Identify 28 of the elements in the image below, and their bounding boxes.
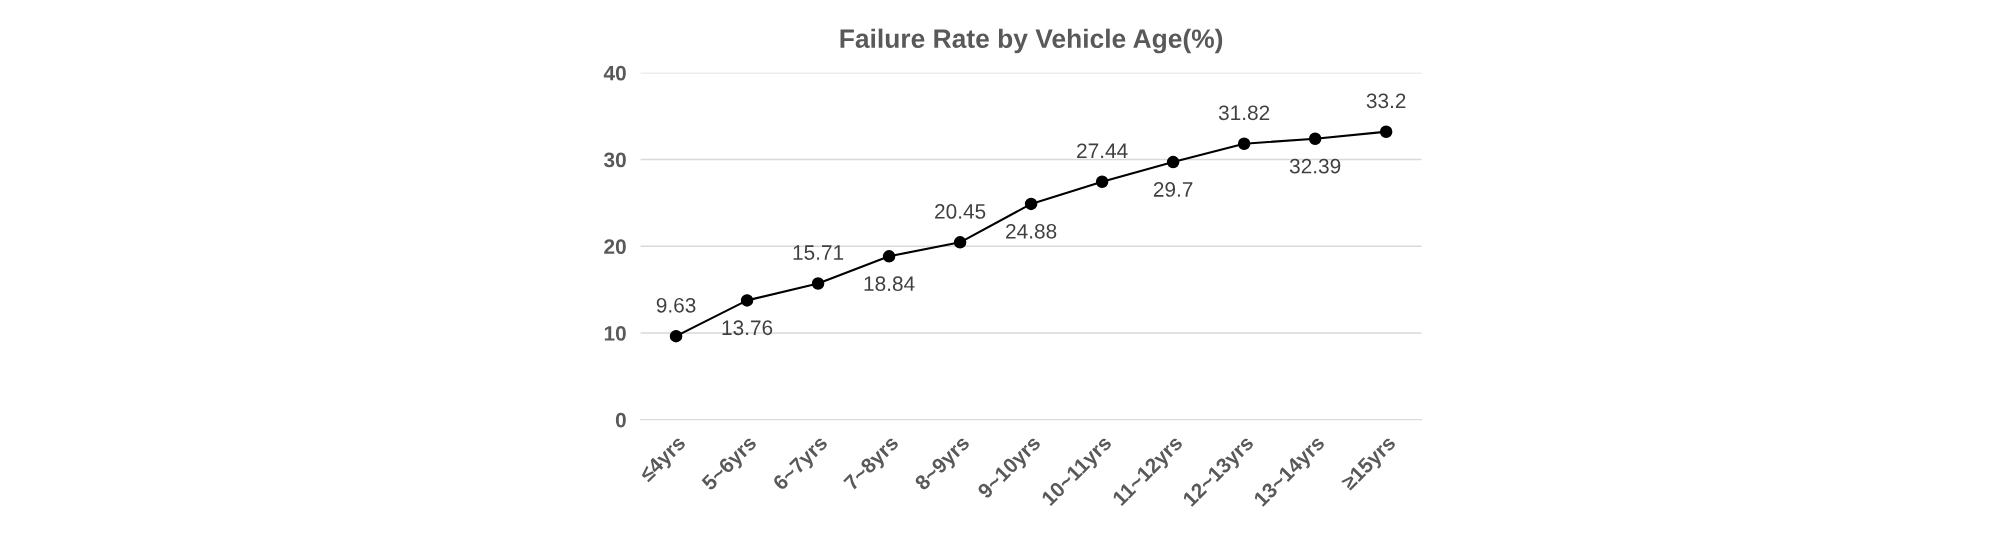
- data-label: 29.7: [1153, 182, 1193, 197]
- point: [1379, 125, 1393, 138]
- y-tick-label: 20: [604, 239, 626, 254]
- y-tick-label: 40: [603, 65, 626, 81]
- point: [953, 236, 967, 249]
- point: [1166, 155, 1180, 169]
- point: [811, 277, 825, 290]
- point: [1237, 137, 1251, 150]
- point: [882, 250, 896, 263]
- point: [1095, 175, 1109, 188]
- data-label: 27.44: [1077, 143, 1128, 158]
- data-label: 15.71: [793, 245, 844, 260]
- point: [740, 294, 754, 307]
- y-tick-label: 30: [603, 152, 626, 168]
- y-tick-label: 10: [604, 326, 626, 341]
- data-label: 13.76: [722, 320, 773, 336]
- point: [1308, 132, 1322, 146]
- data-label: 20.45: [935, 204, 986, 219]
- data-label: 18.84: [864, 276, 915, 292]
- data-label: 32.39: [1289, 158, 1341, 174]
- data-label: 24.88: [1006, 223, 1057, 239]
- data-label: 9.63: [656, 297, 696, 313]
- chart-title: Failure Rate by Vehicle Age(%): [840, 28, 1223, 54]
- y-tick-label: 0: [615, 412, 626, 428]
- data-label: 31.82: [1218, 105, 1270, 121]
- point: [1024, 197, 1038, 211]
- point: [669, 329, 683, 343]
- data-label: 33.2: [1366, 93, 1406, 109]
